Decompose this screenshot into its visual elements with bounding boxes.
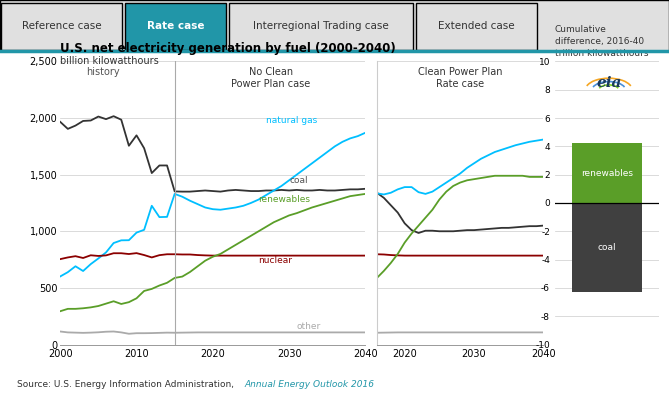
- Text: Extended case: Extended case: [438, 21, 515, 31]
- Text: nuclear: nuclear: [259, 256, 292, 265]
- Text: Cumulative
difference, 2016-40
trillion kilowatthours: Cumulative difference, 2016-40 trillion …: [555, 25, 648, 58]
- Text: eia: eia: [596, 76, 622, 90]
- Text: No Clean
Power Plan case: No Clean Power Plan case: [231, 67, 310, 89]
- Text: coal: coal: [289, 175, 308, 185]
- Text: renewables: renewables: [581, 169, 633, 178]
- Text: Interregional Trading case: Interregional Trading case: [254, 21, 389, 31]
- Text: U.S. net electricity generation by fuel (2000-2040): U.S. net electricity generation by fuel …: [60, 42, 396, 55]
- Text: Clean Power Plan
Rate case: Clean Power Plan Rate case: [418, 67, 502, 89]
- Bar: [572, 143, 642, 203]
- Text: Rate case: Rate case: [147, 21, 204, 31]
- Text: renewables: renewables: [259, 195, 310, 204]
- Text: coal: coal: [597, 243, 616, 252]
- Bar: [572, 203, 642, 292]
- Text: Source: U.S. Energy Information Administration,: Source: U.S. Energy Information Administ…: [17, 380, 237, 389]
- Text: Annual Energy Outlook 2016: Annual Energy Outlook 2016: [244, 380, 374, 389]
- Text: Reference case: Reference case: [22, 21, 102, 31]
- Text: history: history: [86, 67, 120, 77]
- Text: natural gas: natural gas: [266, 116, 318, 124]
- Text: other: other: [297, 322, 321, 331]
- Text: billion kilowatthours: billion kilowatthours: [60, 56, 159, 66]
